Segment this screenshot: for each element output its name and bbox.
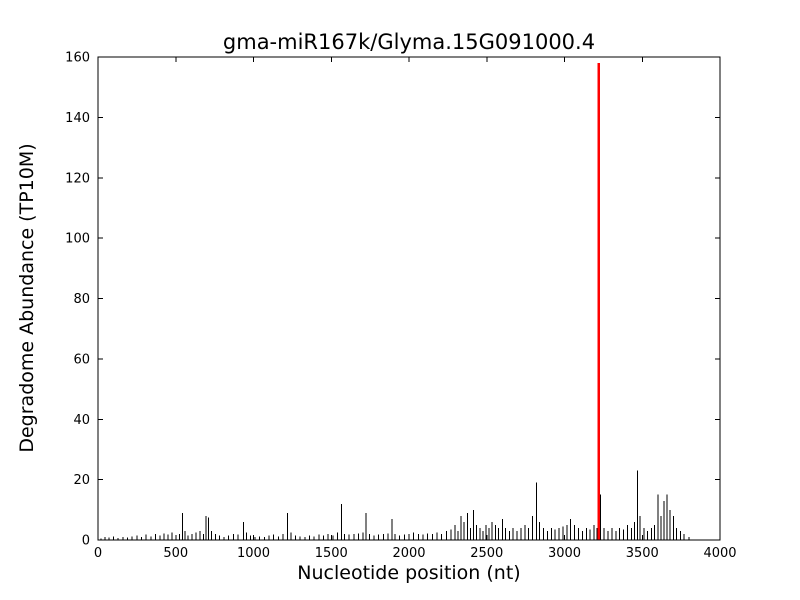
- plot-border: [97, 56, 721, 541]
- svg-text:2000: 2000: [392, 546, 425, 561]
- x-axis-label: Nucleotide position (nt): [297, 562, 521, 584]
- y-tick-labels: 0 20 40 60 80 100 120 140 160: [65, 51, 90, 549]
- svg-text:1500: 1500: [315, 546, 348, 561]
- x-ticks: [97, 57, 721, 540]
- svg-text:20: 20: [73, 473, 90, 488]
- svg-text:3000: 3000: [548, 546, 581, 561]
- svg-text:80: 80: [73, 292, 90, 307]
- svg-text:100: 100: [65, 232, 90, 247]
- svg-text:140: 140: [65, 111, 90, 126]
- plot-title: gma-miR167k/Glyma.15G091000.4: [222, 30, 596, 54]
- degradome-background: [100, 470, 690, 540]
- y-ticks: [98, 56, 720, 541]
- svg-text:4000: 4000: [703, 546, 736, 561]
- svg-text:2500: 2500: [470, 546, 503, 561]
- svg-text:3500: 3500: [626, 546, 659, 561]
- svg-text:40: 40: [73, 413, 90, 428]
- svg-text:0: 0: [94, 546, 102, 561]
- svg-text:500: 500: [163, 546, 188, 561]
- svg-text:60: 60: [73, 352, 90, 367]
- svg-text:120: 120: [65, 171, 90, 186]
- svg-text:160: 160: [65, 51, 90, 66]
- x-tick-labels: 0 500 1000 1500 2000 2500 3000 3500 4000: [94, 546, 737, 561]
- svg-text:0: 0: [82, 534, 90, 549]
- svg-text:1000: 1000: [237, 546, 270, 561]
